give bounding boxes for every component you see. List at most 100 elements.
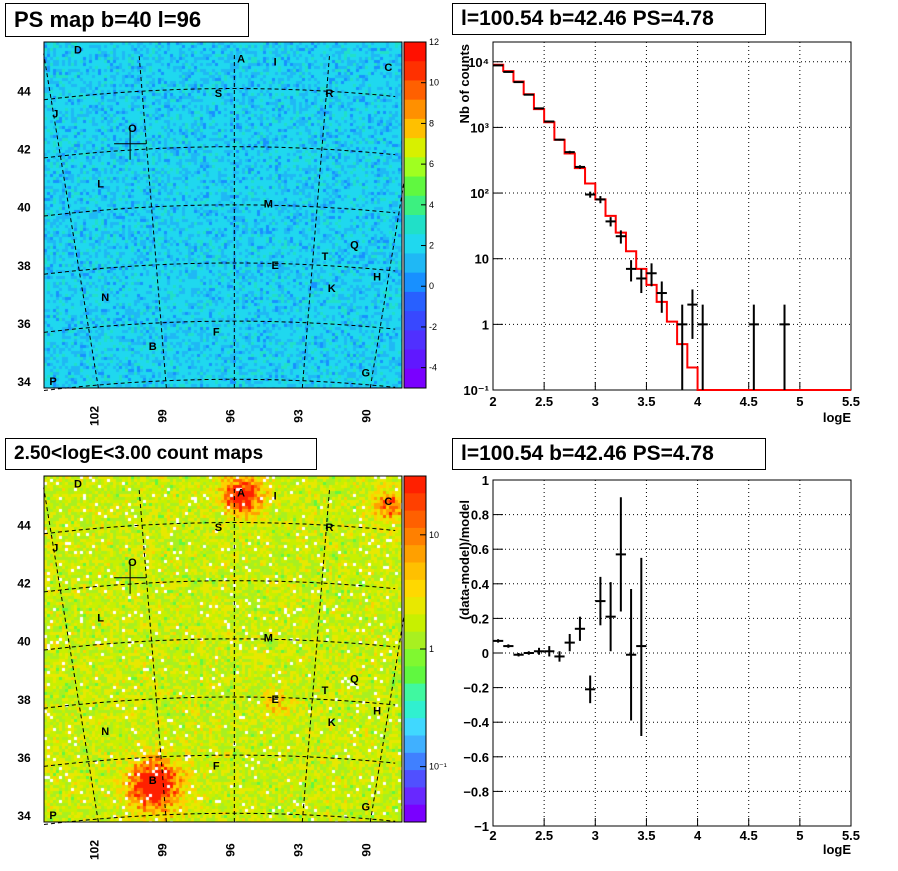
x-tick-label: 3 [592, 394, 599, 409]
count-colorbar-bin [404, 770, 426, 788]
ps-colorbar-bin [404, 61, 426, 81]
data-point [493, 64, 504, 67]
data-point [697, 304, 708, 390]
parallel-34 [43, 378, 396, 391]
source-label-G: G [361, 367, 370, 379]
source-label-E: E [271, 694, 278, 706]
parallel-40 [43, 204, 396, 217]
residual-title: l=100.54 b=42.46 PS=4.78 [452, 438, 766, 470]
parallel-36 [43, 754, 396, 767]
x-tick-label: 3.5 [637, 394, 655, 409]
count-colorbar-bin [404, 493, 426, 512]
count-colorbar-bin [404, 527, 426, 546]
colorbar-tick-label: 6 [429, 159, 434, 169]
residual-point [503, 644, 514, 648]
colorbar-tick-label: 10⁻¹ [429, 762, 447, 772]
count-colorbar-bin [404, 597, 426, 615]
source-label-A: A [237, 487, 245, 499]
count-map-title: 2.50<logE<3.00 count maps [5, 438, 317, 470]
ps-colorbar-frame [403, 41, 427, 389]
count-colorbar-bin [404, 562, 426, 581]
source-label-Q: Q [350, 239, 359, 251]
count-colorbar-bin [404, 787, 426, 806]
data-point [687, 289, 698, 339]
y-axis-label: (data-model)/model [457, 500, 472, 620]
data-point [656, 281, 667, 313]
parallel-36 [43, 320, 396, 333]
lon-tick-label: 96 [223, 843, 237, 857]
y-tick-label: 10² [470, 186, 489, 201]
x-axis-label: logE [823, 410, 851, 425]
source-label-P: P [49, 810, 56, 822]
lon-tick-label: 93 [291, 409, 305, 423]
y-tick-label: −0.2 [463, 681, 489, 696]
residual-point [544, 646, 555, 657]
lon-tick-label: 102 [87, 840, 101, 860]
meridian-102 [43, 53, 99, 389]
ps-colorbar-bin [404, 330, 426, 351]
x-tick-label: 4.5 [740, 394, 758, 409]
colorbar-tick-label: -4 [429, 363, 437, 373]
x-tick-label: 5 [796, 394, 803, 409]
colorbar-tick-label: 8 [429, 118, 434, 128]
y-tick-label: 1 [482, 473, 489, 488]
ps-colorbar-bin [404, 118, 426, 139]
residual-point [523, 651, 534, 655]
data-point [585, 191, 596, 198]
source-label-B: B [149, 341, 157, 353]
data-point [574, 165, 586, 169]
residual-point [554, 651, 565, 662]
ps-colorbar-bin [404, 311, 426, 331]
residual-point [636, 557, 647, 737]
lat-tick-label: 34 [17, 375, 31, 389]
y-tick-label: 0.6 [471, 542, 489, 557]
count-colorbar-bin [404, 700, 426, 719]
x-tick-label: 2 [489, 828, 496, 843]
data-point [615, 230, 626, 244]
data-point [677, 304, 688, 390]
colorbar-tick-label: 4 [429, 200, 434, 210]
source-label-J: J [52, 543, 58, 555]
source-label-F: F [213, 761, 220, 773]
x-axis-label: logE [823, 842, 851, 857]
y-tick-label: 10⁻¹ [463, 383, 489, 398]
spectrum-chart: 2 2.5 3 3.5 4 4.5 5 5.5 10⁻¹ 1 10 10² 10³ 10⁴ logE Nb o… [457, 41, 860, 425]
lon-tick-label: 99 [155, 409, 169, 423]
lat-tick-label: 40 [17, 635, 31, 649]
parallel-38 [43, 696, 396, 709]
x-tick-label: 4 [694, 828, 702, 843]
data-point [625, 260, 637, 282]
source-label-L: L [97, 612, 104, 624]
data-point [503, 70, 514, 73]
ps-colorbar-bin [404, 349, 426, 370]
source-label-C: C [384, 62, 392, 74]
lat-tick-label: 38 [17, 259, 31, 273]
x-tick-label: 3 [592, 828, 599, 843]
y-tick-label: 0.8 [471, 508, 489, 523]
source-label-K: K [328, 283, 336, 295]
data-point [513, 81, 524, 84]
x-tick-label: 2 [489, 394, 496, 409]
count-colorbar-bin [404, 614, 426, 633]
colorbar-tick-label: 10 [429, 78, 439, 88]
parallel-44 [43, 522, 396, 535]
data-point [646, 263, 657, 287]
count-map-pixels [44, 476, 402, 822]
count-colorbar-bin [404, 683, 426, 702]
ps-colorbar-bin [404, 234, 426, 254]
ps-colorbar-bin [404, 195, 426, 216]
data-point [533, 107, 545, 110]
y-tick-label: 0.4 [471, 577, 490, 592]
count-colorbar-bin [404, 752, 426, 771]
lat-tick-label: 38 [17, 693, 31, 707]
data-point [779, 304, 790, 390]
lon-tick-label: 96 [223, 409, 237, 423]
residual-point [595, 576, 606, 626]
source-label-S: S [215, 522, 222, 534]
lon-tick-label: 99 [155, 843, 169, 857]
colorbar-tick-label: -2 [429, 322, 437, 332]
source-label-T: T [322, 251, 329, 263]
ps-colorbar-bin [404, 176, 426, 197]
residual-point [625, 588, 637, 721]
x-tick-label: 5.5 [842, 828, 860, 843]
